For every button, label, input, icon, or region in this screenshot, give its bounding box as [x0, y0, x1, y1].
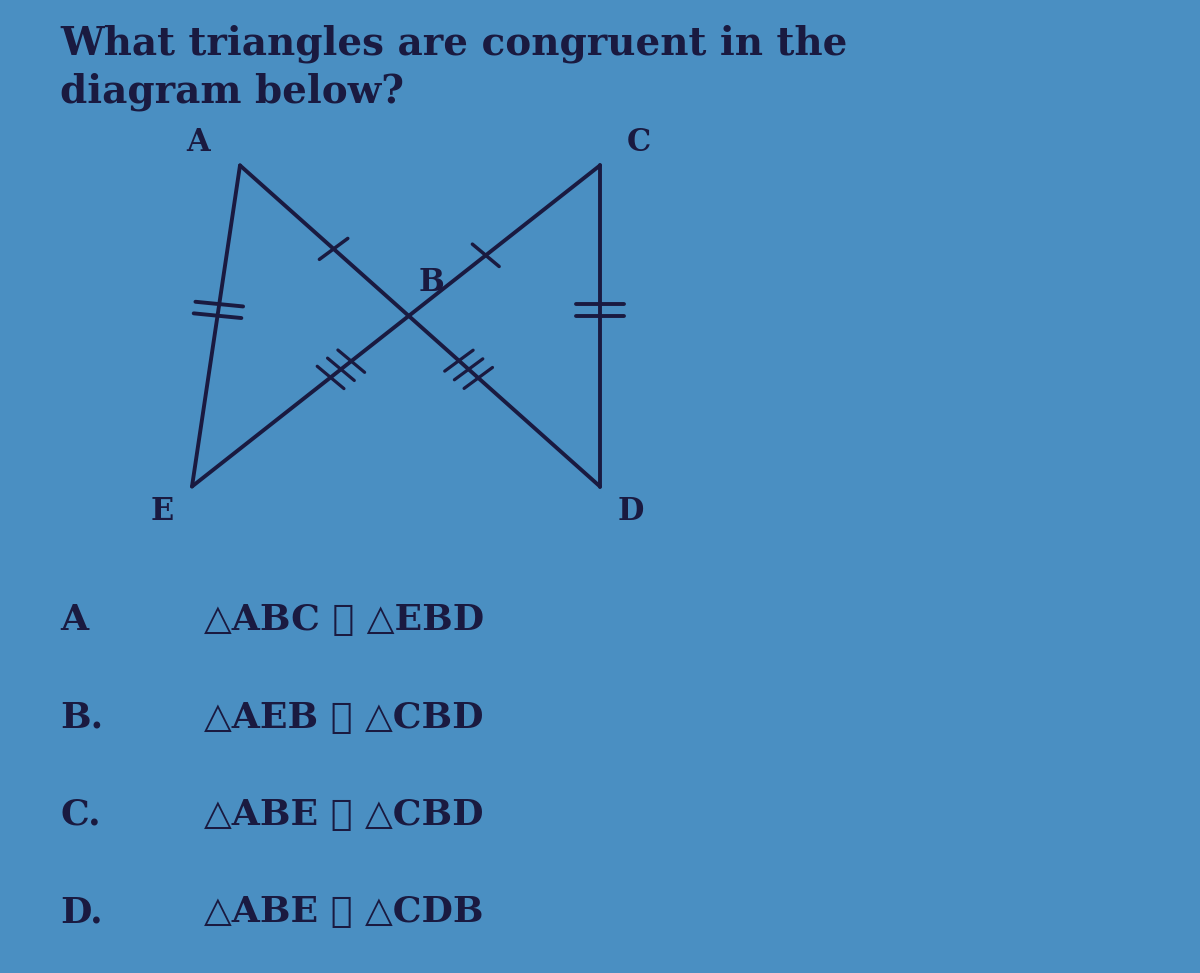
Text: △ABE ≅ △CDB: △ABE ≅ △CDB — [204, 895, 484, 929]
Text: △ABC ≅ △EBD: △ABC ≅ △EBD — [204, 603, 484, 637]
Text: A: A — [186, 126, 210, 158]
Text: C: C — [626, 126, 650, 158]
Text: B: B — [419, 268, 444, 299]
Text: C.: C. — [60, 798, 101, 832]
Text: A: A — [60, 603, 88, 637]
Text: B.: B. — [60, 701, 103, 735]
Text: D.: D. — [60, 895, 103, 929]
Text: diagram below?: diagram below? — [60, 73, 404, 112]
Text: E: E — [151, 496, 174, 527]
Text: △AEB ≅ △CBD: △AEB ≅ △CBD — [204, 701, 484, 735]
Text: △ABE ≅ △CBD: △ABE ≅ △CBD — [204, 798, 484, 832]
Text: D: D — [618, 496, 644, 527]
Text: What triangles are congruent in the: What triangles are congruent in the — [60, 24, 847, 63]
